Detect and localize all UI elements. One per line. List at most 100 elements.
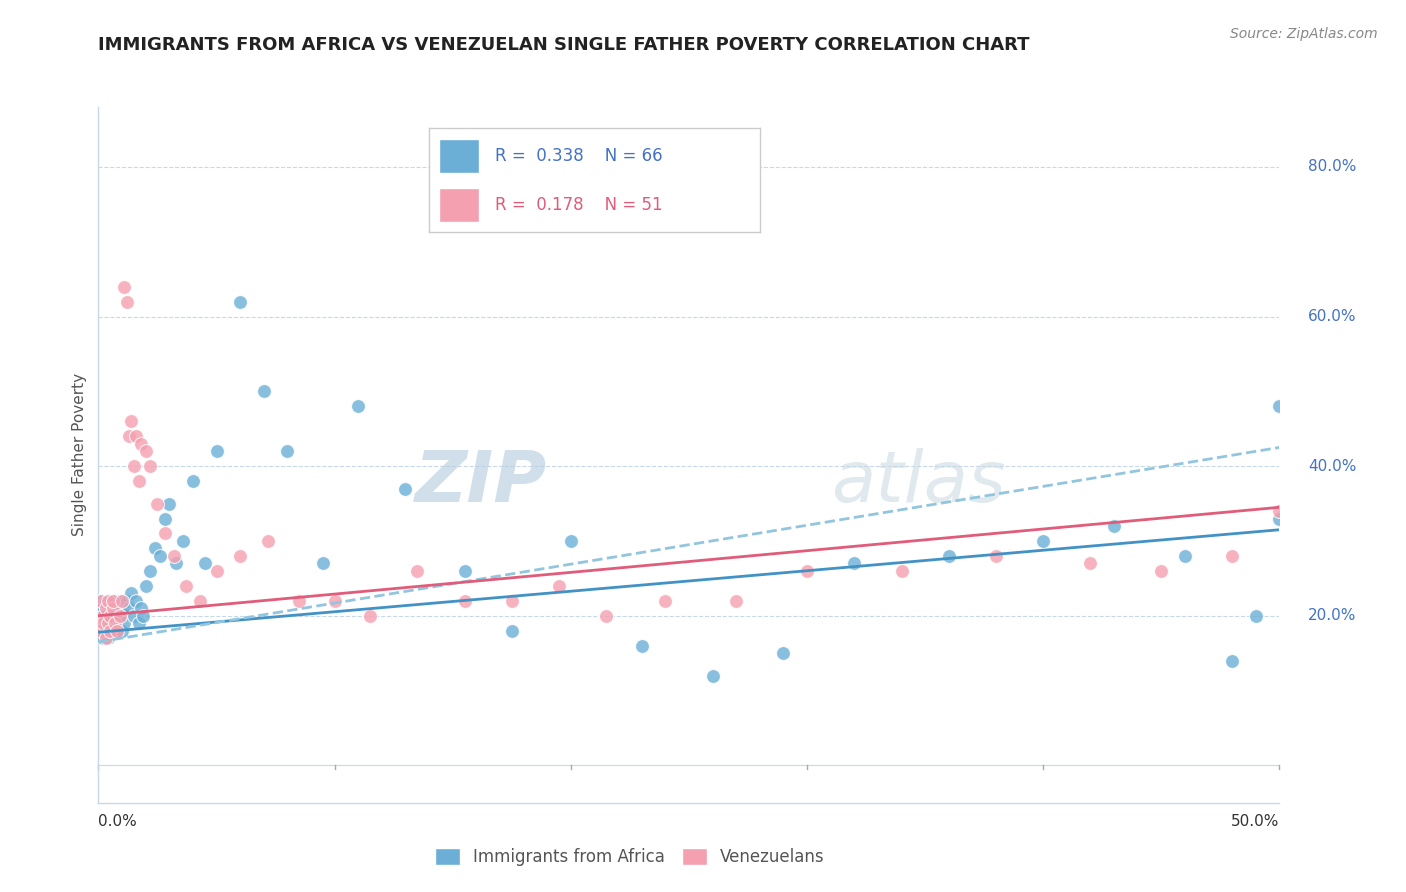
Point (188, 594, 211, 608)
Point (104, 608, 127, 623)
Point (1268, 504, 1291, 518)
Point (132, 608, 155, 623)
Point (406, 564, 429, 578)
Point (111, 594, 134, 608)
Point (98, 624, 121, 638)
Point (938, 549, 960, 563)
Point (125, 594, 148, 608)
Point (104, 616, 127, 631)
Point (98, 594, 121, 608)
Point (1080, 557, 1102, 571)
Point (90, 594, 112, 608)
Point (359, 608, 381, 623)
Point (253, 384, 276, 399)
Point (157, 497, 180, 511)
Point (135, 444, 157, 458)
Point (101, 601, 124, 615)
Point (181, 474, 204, 488)
Point (91, 631, 114, 645)
Point (984, 549, 1007, 563)
Point (453, 564, 475, 578)
Point (501, 624, 523, 638)
Point (595, 608, 617, 623)
Point (172, 533, 194, 548)
Point (108, 608, 131, 623)
Point (501, 594, 523, 608)
Point (91, 616, 114, 631)
Point (323, 594, 346, 608)
Point (890, 564, 912, 578)
Point (105, 624, 128, 638)
Point (394, 482, 416, 496)
Point (112, 616, 135, 631)
Point (312, 557, 335, 571)
Point (101, 624, 124, 638)
Point (548, 579, 571, 593)
Legend: Immigrants from Africa, Venezuelans: Immigrants from Africa, Venezuelans (426, 839, 834, 874)
Point (101, 594, 124, 608)
Point (702, 668, 724, 682)
Point (97, 616, 120, 631)
Point (139, 564, 162, 578)
Point (1174, 549, 1197, 563)
Point (90, 624, 112, 638)
Point (1268, 511, 1291, 525)
Point (91, 608, 114, 623)
Point (108, 608, 131, 623)
Point (118, 601, 141, 615)
Text: Source: ZipAtlas.com: Source: ZipAtlas.com (1230, 27, 1378, 41)
Point (94, 601, 117, 615)
Y-axis label: Single Father Poverty: Single Father Poverty (72, 374, 87, 536)
Point (90, 594, 112, 608)
Point (105, 601, 128, 615)
Point (129, 436, 152, 450)
Point (128, 616, 150, 631)
Point (105, 624, 128, 638)
Point (118, 429, 141, 443)
Point (143, 541, 166, 556)
Point (772, 646, 794, 660)
Point (796, 564, 818, 578)
Point (94, 594, 117, 608)
Text: IMMIGRANTS FROM AFRICA VS VENEZUELAN SINGLE FATHER POVERTY CORRELATION CHART: IMMIGRANTS FROM AFRICA VS VENEZUELAN SIN… (98, 36, 1031, 54)
Point (276, 444, 298, 458)
Point (97, 594, 120, 608)
Point (91, 601, 114, 615)
Text: 20.0%: 20.0% (1308, 608, 1357, 624)
Point (229, 549, 252, 563)
Point (122, 459, 145, 474)
Point (149, 549, 172, 563)
Point (115, 294, 138, 309)
Point (153, 526, 176, 541)
Point (630, 639, 652, 653)
Point (1032, 533, 1054, 548)
Point (205, 444, 228, 458)
Point (112, 279, 135, 293)
Point (94, 624, 117, 638)
Text: 40.0%: 40.0% (1308, 458, 1357, 474)
Point (1244, 608, 1267, 623)
Point (1220, 549, 1243, 563)
Text: 50.0%: 50.0% (1232, 814, 1279, 829)
Point (163, 549, 186, 563)
Point (97, 601, 120, 615)
Point (97, 631, 120, 645)
Point (560, 533, 582, 548)
Point (98, 608, 121, 623)
Text: atlas: atlas (831, 449, 1005, 517)
Point (1220, 654, 1243, 668)
Point (844, 557, 866, 571)
Point (104, 616, 127, 631)
Point (288, 594, 311, 608)
Point (121, 586, 143, 600)
Point (104, 594, 127, 608)
Point (165, 557, 187, 571)
Point (91, 608, 114, 623)
Point (101, 601, 124, 615)
Point (128, 474, 150, 488)
Point (139, 459, 162, 474)
Point (1268, 399, 1291, 413)
Point (94, 631, 117, 645)
Point (111, 601, 134, 615)
Point (725, 594, 748, 608)
